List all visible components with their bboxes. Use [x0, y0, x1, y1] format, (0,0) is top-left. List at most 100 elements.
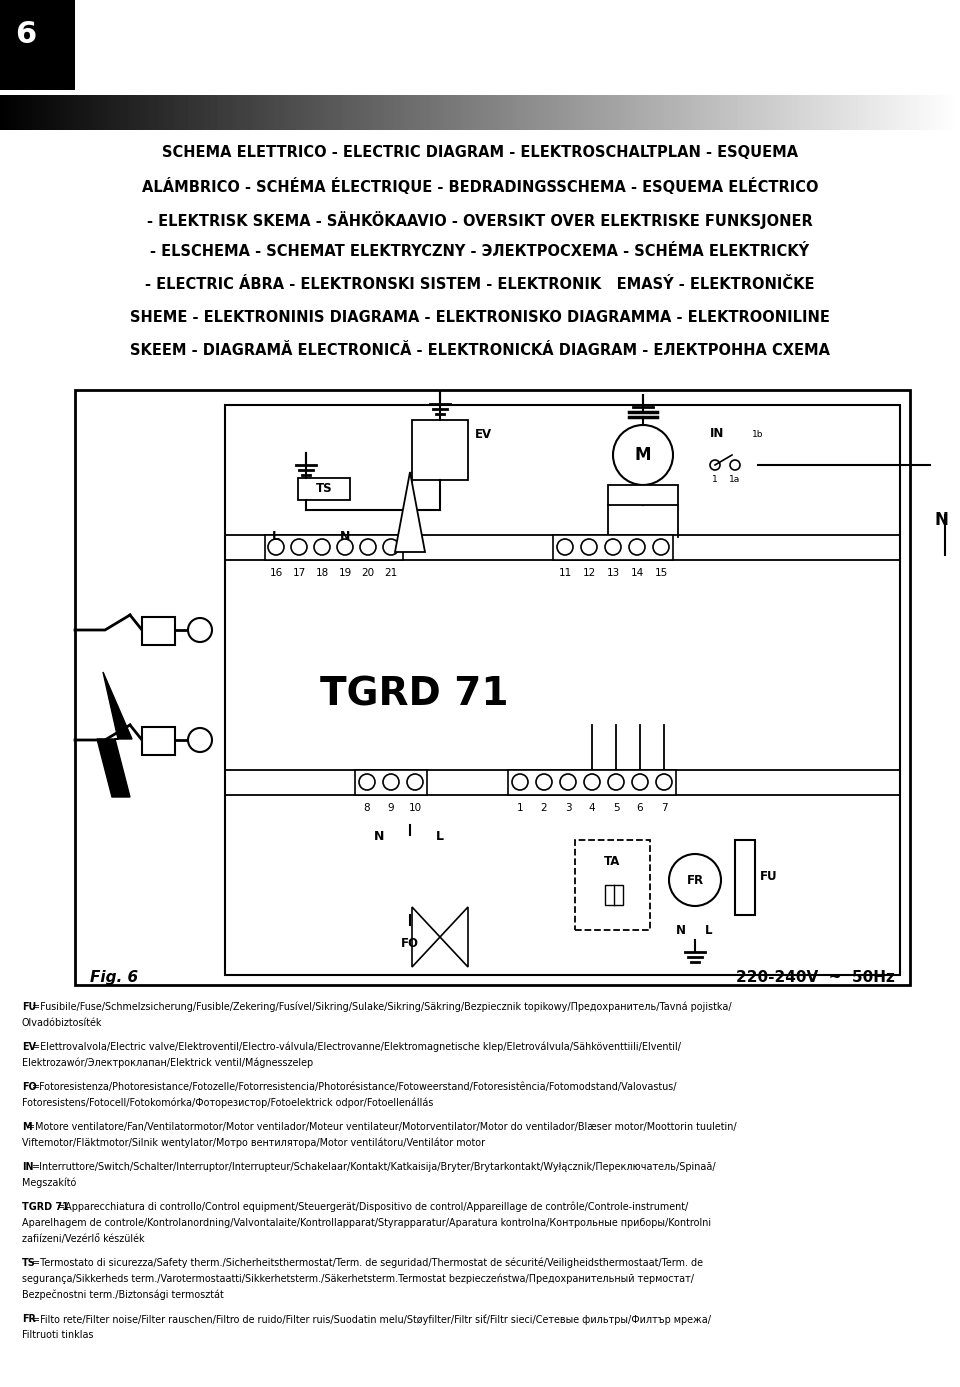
- Text: 19: 19: [338, 569, 351, 578]
- Text: Viftemotor/Fläktmotor/Silnik wentylator/Мотро вентилятора/Motor ventilátoru/Vent: Viftemotor/Fläktmotor/Silnik wentylator/…: [22, 1137, 485, 1148]
- Text: FR: FR: [686, 874, 704, 886]
- Text: FO: FO: [22, 1082, 36, 1092]
- Text: zafiízeni/Vezérlő készülék: zafiízeni/Vezérlő készülék: [22, 1234, 145, 1244]
- Text: IN: IN: [710, 427, 725, 440]
- Circle shape: [560, 774, 576, 791]
- Bar: [355, 770, 427, 795]
- Text: 6: 6: [636, 803, 643, 813]
- Circle shape: [188, 619, 212, 642]
- Text: =Elettrovalvola/Electric valve/Elektroventil/Electro-válvula/Electrovanne/Elektr: =Elettrovalvola/Electric valve/Elektrove…: [32, 1042, 681, 1053]
- Text: - ELEKTRISK SKEMA - SÄHKÖKAAVIO - OVERSIKT OVER ELEKTRISKE FUNKSJONER: - ELEKTRISK SKEMA - SÄHKÖKAAVIO - OVERSI…: [147, 211, 813, 229]
- Text: SKEEM - DIAGRAMĂ ELECTRONICĂ - ELEKTRONICKÁ DIAGRAM - ЕЛЕКТРОННА СХЕМА: SKEEM - DIAGRAMĂ ELECTRONICĂ - ELEKTRONI…: [130, 343, 830, 358]
- Text: 13: 13: [607, 569, 619, 578]
- Text: Olvadóbiztosíték: Olvadóbiztosíték: [22, 1018, 103, 1028]
- Text: 1a: 1a: [730, 474, 740, 484]
- Circle shape: [291, 540, 307, 555]
- Circle shape: [337, 540, 353, 555]
- Text: EV: EV: [475, 429, 492, 441]
- Text: 7: 7: [660, 803, 667, 813]
- Text: FU: FU: [22, 1001, 36, 1013]
- Bar: [605, 885, 623, 904]
- Text: Fotoresistens/Fotocell/Fotokomórka/Фоторезистор/Fotoelektrick odpor/Fotoellenáll: Fotoresistens/Fotocell/Fotokomórka/Фотор…: [22, 1099, 433, 1108]
- Text: 21: 21: [384, 569, 397, 578]
- Text: =Filto rete/Filter noise/Filter rauschen/Filtro de ruido/Filter ruis/Suodatin me: =Filto rete/Filter noise/Filter rauschen…: [32, 1313, 711, 1325]
- Circle shape: [710, 460, 720, 470]
- Text: M: M: [635, 447, 651, 465]
- Circle shape: [581, 540, 597, 555]
- Text: =Fotoresistenza/Photoresistance/Fotozelle/Fotorresistencia/Photorésistance/Fotow: =Fotoresistenza/Photoresistance/Fotozell…: [32, 1082, 678, 1092]
- Bar: [608, 485, 678, 505]
- Bar: [575, 841, 650, 931]
- Text: TGRD 71: TGRD 71: [22, 1203, 69, 1212]
- Circle shape: [557, 540, 573, 555]
- Text: N: N: [676, 924, 686, 938]
- Text: 220-240V  ~  50Hz: 220-240V ~ 50Hz: [736, 970, 895, 985]
- Text: - ELECTRIC ÁBRA - ELEKTRONSKI SISTEM - ELEKTRONIK   EMASÝ - ELEKTRONIČKE: - ELECTRIC ÁBRA - ELEKTRONSKI SISTEM - E…: [145, 277, 815, 293]
- Circle shape: [656, 774, 672, 791]
- Text: 2: 2: [540, 803, 547, 813]
- Text: 1b: 1b: [752, 430, 763, 440]
- Bar: [298, 479, 350, 499]
- Text: TGRD 71: TGRD 71: [320, 675, 509, 714]
- Polygon shape: [412, 907, 440, 967]
- Text: TS: TS: [316, 483, 332, 495]
- Text: 10: 10: [408, 803, 421, 813]
- Text: 9: 9: [388, 803, 395, 813]
- Text: IN: IN: [22, 1162, 34, 1172]
- Text: N: N: [373, 829, 384, 843]
- Circle shape: [407, 774, 423, 791]
- Circle shape: [188, 728, 212, 752]
- Circle shape: [359, 774, 375, 791]
- Polygon shape: [440, 907, 468, 967]
- Bar: [553, 535, 673, 560]
- Text: =Motore ventilatore/Fan/Ventilatormotor/Motor ventilador/Moteur ventilateur/Moto: =Motore ventilatore/Fan/Ventilatormotor/…: [27, 1122, 736, 1132]
- Polygon shape: [97, 671, 132, 798]
- Text: 3: 3: [564, 803, 571, 813]
- Text: TA: TA: [604, 854, 621, 868]
- Circle shape: [608, 774, 624, 791]
- Text: =Termostato di sicurezza/Safety therm./Sicherheitsthermostat/Term. de seguridad/: =Termostato di sicurezza/Safety therm./S…: [32, 1258, 703, 1269]
- Text: Aparelhagem de controle/Kontrolanordning/Valvontalaite/Kontrollapparat/Styrappar: Aparelhagem de controle/Kontrolanordning…: [22, 1218, 711, 1227]
- Circle shape: [383, 540, 399, 555]
- Circle shape: [605, 540, 621, 555]
- Text: =Fusibile/Fuse/Schmelzsicherung/Fusible/Zekering/Fusível/Sikring/Sulake/Sikring/: =Fusibile/Fuse/Schmelzsicherung/Fusible/…: [32, 1001, 732, 1013]
- Circle shape: [584, 774, 600, 791]
- Text: FO: FO: [401, 938, 419, 950]
- Circle shape: [360, 540, 376, 555]
- Text: Elektrozawór/Электроклапан/Elektrick ventil/Mágnesszelep: Elektrozawór/Электроклапан/Elektrick ven…: [22, 1058, 313, 1068]
- Text: SCHEMA ELETTRICO - ELECTRIC DIAGRAM - ELEKTROSCHALTPLAN - ESQUEMA: SCHEMA ELETTRICO - ELECTRIC DIAGRAM - EL…: [162, 146, 798, 160]
- Text: Bezpečnostni term./Biztonsági termosztát: Bezpečnostni term./Biztonsági termosztát: [22, 1290, 224, 1301]
- Bar: [265, 535, 403, 560]
- Text: Fig. 6: Fig. 6: [90, 970, 138, 985]
- Circle shape: [512, 774, 528, 791]
- Text: FR: FR: [22, 1313, 36, 1325]
- Text: 4: 4: [588, 803, 595, 813]
- Circle shape: [613, 424, 673, 485]
- Text: 1: 1: [516, 803, 523, 813]
- Text: 5: 5: [612, 803, 619, 813]
- Bar: [508, 770, 676, 795]
- Bar: [412, 420, 468, 480]
- Circle shape: [536, 774, 552, 791]
- Circle shape: [629, 540, 645, 555]
- Text: 12: 12: [583, 569, 595, 578]
- Text: L: L: [436, 829, 444, 843]
- Text: 11: 11: [559, 569, 571, 578]
- Text: Megszakító: Megszakító: [22, 1178, 77, 1189]
- Text: FU: FU: [760, 871, 778, 884]
- Text: segurança/Sikkerheds term./Varotermostaatti/Sikkerhetsterm./Säkerhetsterm.Termos: segurança/Sikkerheds term./Varotermostaa…: [22, 1275, 694, 1284]
- Bar: [735, 841, 755, 915]
- Text: =Interruttore/Switch/Schalter/Interruptor/Interrupteur/Schakelaar/Kontakt/Katkai: =Interruttore/Switch/Schalter/Interrupto…: [32, 1162, 717, 1172]
- Text: N: N: [340, 530, 350, 542]
- Bar: [75, 390, 910, 985]
- Circle shape: [383, 774, 399, 791]
- Text: 1: 1: [712, 474, 718, 484]
- Text: 14: 14: [631, 569, 643, 578]
- Bar: [225, 405, 900, 975]
- Text: 8: 8: [364, 803, 371, 813]
- Text: N: N: [935, 510, 948, 528]
- Text: 17: 17: [293, 569, 305, 578]
- Text: L: L: [706, 924, 712, 938]
- Text: ALÁMBRICO - SCHÉMA ÉLECTRIQUE - BEDRADINGSSCHEMA - ESQUEMA ELÉCTRICO: ALÁMBRICO - SCHÉMA ÉLECTRIQUE - BEDRADIN…: [142, 178, 818, 196]
- Text: 20: 20: [361, 569, 374, 578]
